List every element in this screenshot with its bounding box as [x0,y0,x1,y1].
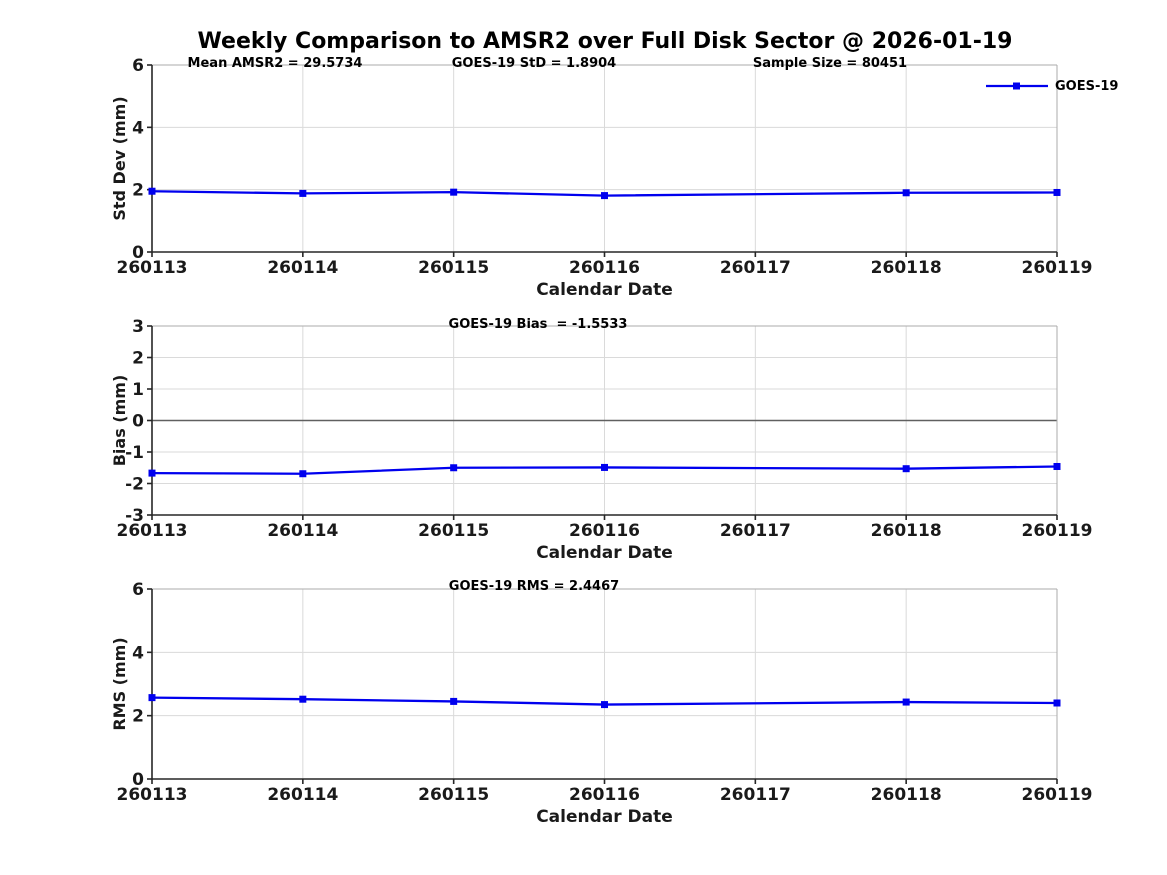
y-tick-label: 6 [132,56,144,76]
data-marker [299,470,307,478]
stddev-plot: 260113 260114 260115 260116 260117 260118 2601… [110,56,1092,300]
goes19-std-annotation: GOES-19 StD = 1.8904 [451,56,617,71]
x-tick-label: 260117 [720,785,791,805]
x-tick-label: 260115 [418,785,489,805]
x-tick-label: 260114 [267,258,338,278]
x-tick-label: 260117 [720,521,791,541]
y-tick-label: 2 [132,707,144,727]
x-tick-label: 260118 [871,521,942,541]
y-tick-label: 0 [132,412,144,432]
y-tick-label: -2 [125,475,144,495]
x-axis-label: Calendar Date [536,807,673,827]
x-tick-label: 260117 [720,258,791,278]
data-marker [450,188,458,196]
y-tick-label: 1 [132,380,144,400]
bias-plot: 260113 260114 260115 260116 260117 260118 2601… [110,317,1092,563]
data-marker [902,189,910,197]
x-tick-label: 260116 [569,258,640,278]
page-title: Weekly Comparison to AMSR2 over Full Dis… [197,29,1013,54]
x-tick-label: 260116 [569,521,640,541]
legend-label: GOES-19 [1055,78,1119,94]
data-marker [299,189,307,197]
x-tick-label: 260118 [871,785,942,805]
y-tick-label: 2 [132,181,144,201]
data-marker [1053,699,1061,707]
y-tick-label: 4 [132,643,144,663]
x-tick-label: 260113 [117,258,188,278]
x-tick-label: 260119 [1022,521,1093,541]
data-marker [450,697,458,705]
x-tick-label: 260116 [569,785,640,805]
y-axis-label: Bias (mm) [110,375,129,467]
data-marker [148,187,156,195]
y-tick-label: 6 [132,580,144,600]
x-tick-label: 260113 [117,521,188,541]
mean-amsr2-annotation: Mean AMSR2 = 29.5734 [187,56,363,71]
y-tick-label: 3 [132,317,144,337]
x-tick-label: 260119 [1022,258,1093,278]
series-line-stddev [151,190,1058,197]
y-tick-label: -1 [125,443,144,463]
data-marker [148,469,156,477]
goes19-rms-annotation: GOES-19 RMS = 2.4467 [448,579,620,594]
x-axis-label: Calendar Date [536,543,673,563]
x-tick-label: 260115 [418,258,489,278]
legend: GOES-19 [985,77,1118,95]
x-tick-label: 260114 [267,521,338,541]
data-marker [902,465,910,473]
y-tick-label: 0 [132,243,144,263]
x-tick-label: 260118 [871,258,942,278]
x-axis-label: Calendar Date [536,280,673,300]
y-tick-label: 4 [132,118,144,138]
data-marker [450,464,458,472]
sample-size-annotation: Sample Size = 80451 [752,56,908,71]
data-marker [1053,188,1061,196]
series-line-bias [151,465,1058,475]
data-marker [299,695,307,703]
y-axis-label: RMS (mm) [110,637,129,730]
data-marker [902,698,910,706]
x-tick-label: 260113 [117,785,188,805]
data-marker [601,701,608,709]
y-tick-label: -3 [125,506,144,526]
y-tick-label: 2 [132,349,144,369]
data-marker [1053,462,1061,470]
data-marker [148,694,156,702]
x-tick-label: 260115 [418,521,489,541]
series-line-rms [151,696,1058,706]
y-tick-label: 0 [132,770,144,790]
legend-line-icon [986,82,1048,90]
data-marker [601,192,608,200]
goes19-bias-annotation: GOES-19 Bias = -1.5533 [448,317,628,332]
y-axis-label: Std Dev (mm) [110,96,129,220]
data-marker [601,463,608,471]
rms-plot: 260113 260114 260115 260116 260117 260118 2601… [110,580,1092,827]
x-tick-label: 260119 [1022,785,1093,805]
x-tick-label: 260114 [267,785,338,805]
